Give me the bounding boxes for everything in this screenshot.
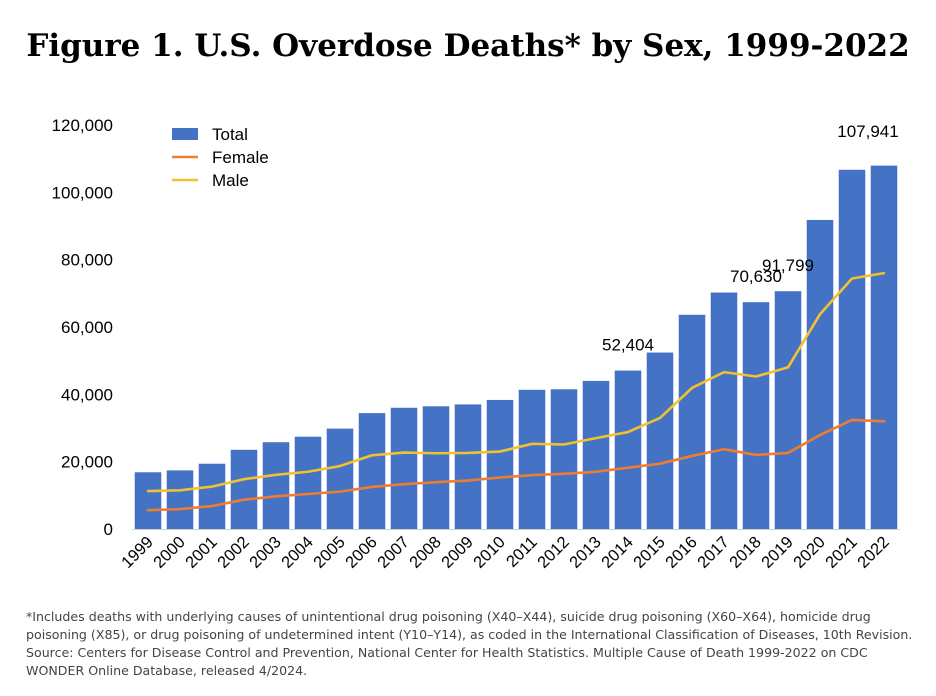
x-tick-label: 2013: [566, 533, 605, 572]
x-tick-label: 2016: [662, 533, 701, 572]
bar-total: [870, 165, 898, 529]
x-tick-label: 2011: [503, 533, 541, 571]
bar-total: [390, 407, 418, 529]
legend-label-female: Female: [212, 148, 269, 167]
data-label: 52,404: [602, 336, 654, 355]
x-tick-label: 1999: [118, 533, 157, 572]
footnote: *Includes deaths with underlying causes …: [26, 608, 921, 680]
x-tick-label: 2005: [310, 533, 349, 572]
x-tick-label: 2009: [438, 533, 477, 572]
bar-total: [134, 472, 162, 529]
bar-total: [614, 370, 642, 529]
x-tick-label: 2020: [790, 533, 829, 572]
bar-total: [646, 352, 674, 529]
bar-total: [262, 442, 290, 529]
footnote-line: WONDER Online Database, released 4/2024.: [26, 663, 308, 678]
bar-total: [742, 302, 770, 529]
bar-total: [486, 399, 514, 529]
overdose-chart: 0 20,000 40,000 60,000 80,000 100,000 120,000 1…: [52, 116, 900, 572]
bar-total: [422, 406, 450, 529]
bar-total: [806, 219, 834, 529]
x-tick-label: 2010: [470, 533, 509, 572]
bar-total: [550, 389, 578, 529]
legend-label-male: Male: [212, 171, 249, 190]
x-tick-label: 2000: [150, 533, 189, 572]
bar-total: [518, 389, 546, 529]
x-tick-label: 2017: [694, 533, 733, 572]
x-tick-label: 2008: [406, 533, 445, 572]
bar-total: [774, 291, 802, 529]
x-tick-label: 2018: [726, 533, 765, 572]
x-tick-label: 2003: [246, 533, 285, 572]
bar-total: [710, 292, 738, 529]
y-tick-label: 60,000: [61, 318, 113, 337]
data-label: 70,630: [730, 267, 782, 286]
bar-total: [358, 413, 386, 529]
footnote-line: Source: Centers for Disease Control and …: [26, 645, 868, 660]
line-male: [146, 271, 886, 493]
bar-total: [198, 463, 226, 529]
y-tick-label: 80,000: [61, 251, 113, 270]
y-tick-label: 20,000: [61, 453, 113, 472]
legend-label-total: Total: [212, 125, 248, 144]
x-tick-label: 2007: [374, 533, 413, 572]
y-tick-label: 40,000: [61, 385, 113, 404]
x-tick-label: 2015: [630, 533, 669, 572]
x-tick-label: 2022: [854, 533, 893, 572]
chart-title: Figure 1. U.S. Overdose Deaths* by Sex, …: [26, 28, 910, 64]
x-tick-label: 2004: [278, 533, 317, 572]
bar-total: [838, 169, 866, 529]
x-tick-label: 2001: [182, 533, 221, 572]
x-tick-label: 2006: [342, 533, 381, 572]
bar-total: [678, 314, 706, 529]
x-tick-label: 2002: [214, 533, 253, 572]
bar-total: [166, 470, 194, 529]
data-label: 107,941: [837, 122, 898, 141]
x-tick-label: 2014: [598, 533, 637, 572]
y-tick-label: 100,000: [52, 183, 113, 202]
footnote-line: poisoning (X85), or drug poisoning of un…: [26, 627, 913, 642]
y-tick-label: 120,000: [52, 116, 113, 135]
legend-swatch-total: [172, 128, 198, 140]
bar-total: [294, 436, 322, 529]
bar-total: [454, 404, 482, 529]
line-female: [146, 418, 886, 512]
y-tick-label: 0: [104, 520, 113, 539]
x-tick-label: 2012: [534, 533, 573, 572]
bar-total: [582, 380, 610, 529]
x-tick-label: 2021: [822, 533, 861, 572]
footnote-line: *Includes deaths with underlying causes …: [26, 609, 871, 624]
x-tick-label: 2019: [758, 533, 797, 572]
bar-total: [230, 449, 258, 529]
bar-total: [326, 428, 354, 529]
data-label: 91,799: [762, 256, 814, 275]
